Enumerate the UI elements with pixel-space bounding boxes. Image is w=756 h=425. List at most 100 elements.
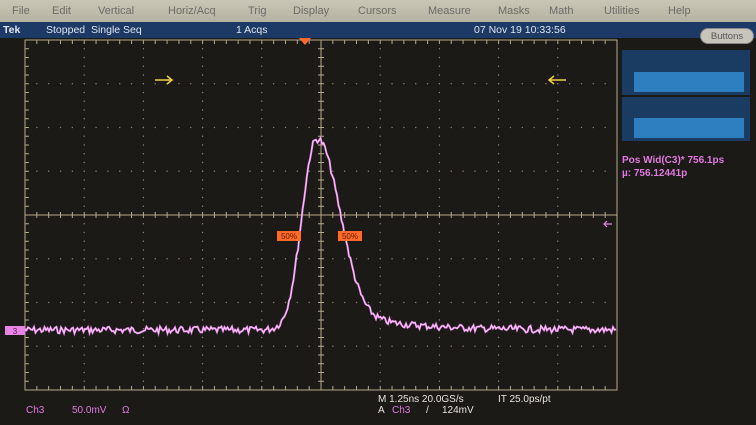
- grid-dot: [107, 345, 109, 347]
- menu-cursors[interactable]: Cursors: [358, 5, 397, 17]
- grid-dot: [557, 153, 559, 155]
- grid-dot: [154, 126, 156, 129]
- grid-dot: [119, 126, 121, 129]
- grid-dot: [557, 266, 559, 269]
- grid-dot: [190, 126, 192, 129]
- trigger-prefix: A: [378, 405, 385, 416]
- grid-dot: [379, 258, 381, 260]
- grid-dot: [107, 301, 109, 304]
- grid-dot: [201, 100, 204, 102]
- grid-dot: [486, 126, 488, 129]
- menu-file[interactable]: File: [12, 5, 30, 17]
- grid-dot: [296, 301, 299, 304]
- grid-dot: [142, 328, 145, 330]
- grid-dot: [142, 258, 145, 260]
- grid-dot: [261, 144, 263, 146]
- grid-dot: [604, 258, 606, 260]
- grid-dot: [47, 83, 50, 85]
- grid-dot: [391, 126, 393, 129]
- menu-trig[interactable]: Trig: [248, 5, 267, 17]
- grid-dot: [557, 223, 559, 225]
- grid-dot: [438, 56, 441, 59]
- grid-dot: [557, 74, 559, 76]
- grid-dot: [438, 65, 441, 67]
- grid-dot: [95, 126, 97, 129]
- grid-dot: [557, 118, 559, 120]
- grid-dot: [332, 170, 334, 172]
- menu-vertical[interactable]: Vertical: [98, 5, 135, 17]
- grid-dot: [213, 126, 216, 129]
- level-marker-left-text: 50%: [281, 232, 297, 241]
- grid-dot: [83, 205, 85, 207]
- menu-utilities[interactable]: Utilities: [604, 5, 640, 17]
- grid-dot: [261, 363, 263, 365]
- grid-dot: [225, 126, 227, 129]
- menu-masks[interactable]: Masks: [498, 5, 530, 17]
- grid-dot: [438, 275, 441, 277]
- grid-dot: [261, 354, 263, 356]
- grid-dot: [343, 301, 346, 304]
- menu-help[interactable]: Help: [668, 5, 691, 17]
- grid-dot: [557, 83, 559, 85]
- grid-dot: [462, 170, 464, 172]
- grid-dot: [438, 205, 441, 207]
- menu-display[interactable]: Display: [293, 5, 330, 17]
- grid-dot: [391, 170, 393, 172]
- grid-dot: [343, 345, 346, 347]
- grid-dot: [249, 170, 251, 172]
- grid-dot: [201, 240, 204, 242]
- grid-dot: [225, 301, 227, 304]
- menu-edit[interactable]: Edit: [52, 5, 71, 17]
- grid-dot: [142, 135, 145, 137]
- grid-dot: [261, 126, 263, 129]
- grid-dot: [438, 284, 441, 286]
- grid-dot: [604, 170, 606, 172]
- grid-dot: [83, 126, 85, 129]
- grid-dot: [178, 301, 180, 304]
- menu-math[interactable]: Math: [549, 5, 574, 17]
- grid-dot: [355, 126, 358, 129]
- grid-dot: [201, 196, 204, 199]
- grid-dot: [237, 301, 239, 304]
- grid-dot: [557, 56, 559, 59]
- grid-dot: [438, 380, 441, 382]
- grid-dot: [497, 380, 500, 382]
- grid-dot: [557, 179, 559, 181]
- grid-dot: [545, 345, 547, 347]
- grid-dot: [59, 301, 62, 304]
- grid-dot: [261, 275, 263, 277]
- grid-dot: [142, 354, 145, 356]
- buttons-button[interactable]: Buttons: [700, 28, 754, 44]
- menu-measure[interactable]: Measure: [428, 5, 471, 17]
- grid-dot: [533, 126, 535, 129]
- grid-dot: [201, 275, 204, 277]
- grid-dot: [308, 126, 310, 129]
- grid-dot: [379, 109, 381, 111]
- grid-dot: [557, 319, 559, 321]
- grid-dot: [261, 188, 263, 190]
- grid-dot: [568, 83, 571, 85]
- channel-scale: 50.0mV: [72, 405, 107, 416]
- grid-dot: [142, 363, 145, 365]
- grid-dot: [119, 258, 121, 260]
- grid-dot: [142, 65, 145, 67]
- grid-dot: [190, 258, 192, 260]
- grid-dot: [462, 258, 464, 260]
- grid-dot: [142, 293, 145, 295]
- channel-3-marker-text: 3: [13, 327, 18, 336]
- grid-dot: [557, 126, 559, 129]
- grid-dot: [332, 301, 334, 304]
- grid-dot: [391, 301, 393, 304]
- grid-dot: [142, 301, 145, 304]
- grid-dot: [557, 240, 559, 242]
- grid-dot: [237, 258, 239, 260]
- grid-dot: [261, 345, 263, 347]
- grid-dot: [497, 231, 500, 234]
- menu-horiz-acq[interactable]: Horiz/Acq: [168, 5, 216, 17]
- grid-dot: [557, 100, 559, 102]
- channel-label: Ch3: [26, 405, 45, 416]
- grid-dot: [261, 258, 263, 260]
- status-bar: Tek Stopped Single Seq 1 Acqs 07 Nov 19 …: [0, 22, 756, 38]
- grid-dot: [71, 345, 74, 347]
- grid-dot: [415, 345, 417, 347]
